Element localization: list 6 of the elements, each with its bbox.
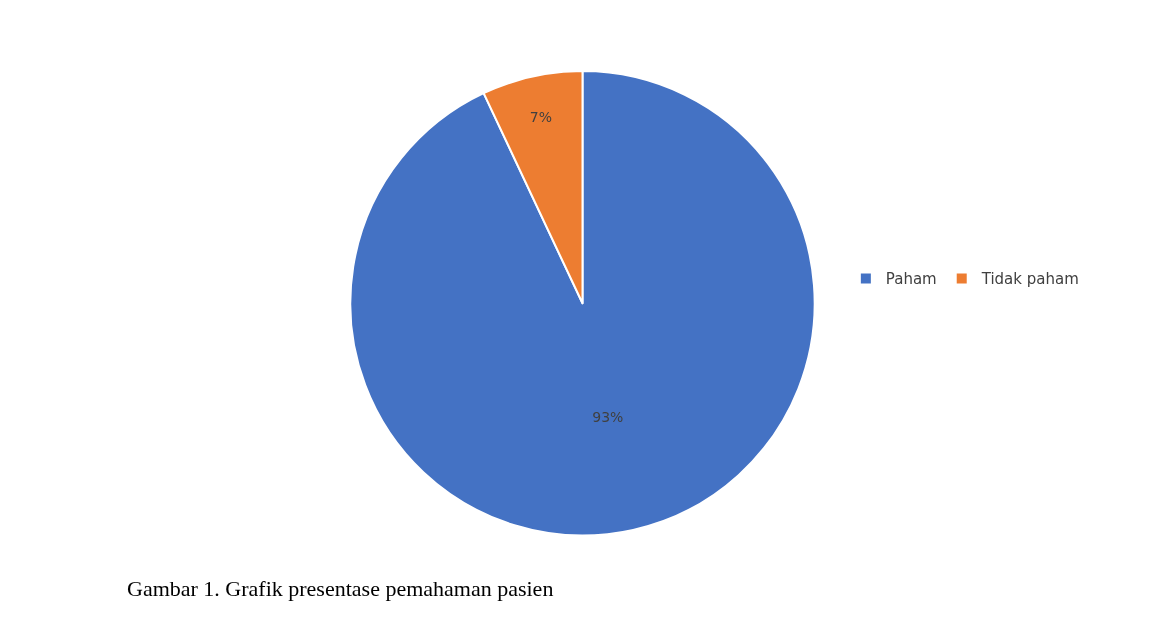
text: Gambar 1. Grafik presentase pemahaman pasien [127,576,554,601]
data-label: 93% [592,408,624,425]
data-label: 7% [529,109,553,126]
legend-label: Tidak paham [980,270,1079,289]
legend-label: Paham [885,270,937,289]
pie-slice [349,70,816,537]
